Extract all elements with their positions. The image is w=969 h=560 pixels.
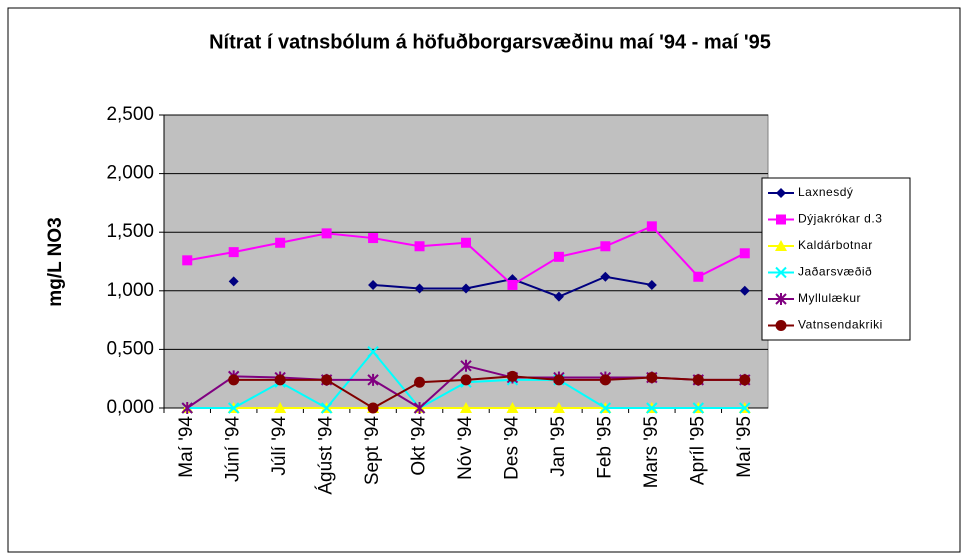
marker xyxy=(274,374,286,386)
x-tick-label: Júlí '94 xyxy=(269,416,290,476)
x-tick-label: Ágúst '94 xyxy=(316,416,337,495)
marker xyxy=(367,402,379,414)
marker xyxy=(414,283,425,294)
legend-label: Jaðarsvæðið xyxy=(798,265,872,279)
marker xyxy=(460,374,472,386)
marker xyxy=(275,237,286,248)
marker xyxy=(506,370,518,382)
marker xyxy=(367,373,379,386)
marker xyxy=(228,374,240,386)
marker xyxy=(739,285,750,296)
marker xyxy=(414,376,426,388)
marker xyxy=(228,276,239,287)
legend-label: Vatnsendakriki xyxy=(798,318,883,332)
x-tick-label: Apríl '95 xyxy=(687,416,708,485)
chart-title: Nítrat í vatnsbólum á höfuðborgarsvæðinu… xyxy=(209,31,771,53)
marker xyxy=(599,374,611,386)
marker xyxy=(461,237,471,248)
marker xyxy=(600,241,611,252)
y-tick-label: 1,000 xyxy=(106,280,154,301)
marker xyxy=(775,293,787,305)
legend-label: Dýjakrókar d.3 xyxy=(798,212,882,226)
y-tick-label: 1,500 xyxy=(106,221,154,242)
marker xyxy=(693,271,704,282)
legend-label: Laxnesdý xyxy=(798,185,853,199)
y-tick-label: 2,500 xyxy=(106,104,154,125)
marker xyxy=(600,271,611,282)
y-tick-label: 0,000 xyxy=(106,397,154,418)
marker xyxy=(414,241,425,252)
marker xyxy=(739,374,751,386)
x-tick-label: Jan '95 xyxy=(548,416,569,477)
marker xyxy=(182,255,193,266)
marker xyxy=(228,247,239,258)
marker xyxy=(367,346,379,358)
marker xyxy=(413,402,426,414)
marker xyxy=(692,402,705,414)
marker xyxy=(553,374,565,386)
marker xyxy=(368,233,379,244)
marker xyxy=(739,402,751,414)
marker xyxy=(775,320,787,331)
marker xyxy=(181,402,193,414)
marker xyxy=(739,248,750,259)
marker xyxy=(506,402,519,413)
marker xyxy=(553,291,564,302)
marker xyxy=(461,283,471,294)
marker xyxy=(775,240,787,251)
x-tick-label: Okt '94 xyxy=(409,416,430,476)
y-tick-label: 2,000 xyxy=(106,163,154,184)
marker xyxy=(692,374,704,386)
marker xyxy=(646,279,657,290)
marker xyxy=(646,372,658,384)
marker xyxy=(552,402,565,413)
x-tick-label: Sept '94 xyxy=(362,416,383,486)
marker xyxy=(776,214,786,225)
marker xyxy=(776,188,786,198)
marker xyxy=(507,279,518,290)
marker xyxy=(320,402,333,414)
x-tick-label: Maí '94 xyxy=(176,416,197,478)
legend-label: Myllulækur xyxy=(798,291,861,305)
marker xyxy=(553,251,564,262)
marker xyxy=(368,279,379,290)
marker xyxy=(321,374,333,386)
marker xyxy=(646,221,657,232)
legend-label: Kaldárbotnar xyxy=(798,238,873,252)
x-tick-label: Des '94 xyxy=(501,416,522,480)
marker xyxy=(460,402,472,413)
marker xyxy=(321,228,332,239)
x-tick-label: Mars '95 xyxy=(641,416,662,488)
marker xyxy=(274,402,287,413)
series-line xyxy=(233,375,745,410)
plot-area xyxy=(163,114,769,409)
x-tick-label: Maí '95 xyxy=(734,416,755,478)
y-axis-label: mg/L NO3 xyxy=(45,217,66,306)
x-tick-label: Nóv '94 xyxy=(455,416,476,480)
legend-box xyxy=(761,177,911,341)
marker xyxy=(646,402,658,414)
marker xyxy=(460,359,472,372)
y-tick-label: 0,500 xyxy=(106,338,154,359)
x-tick-label: Feb '95 xyxy=(594,416,615,479)
marker xyxy=(227,402,240,414)
x-tick-label: Júní '94 xyxy=(223,416,244,482)
marker xyxy=(599,402,612,414)
marker xyxy=(775,266,787,279)
